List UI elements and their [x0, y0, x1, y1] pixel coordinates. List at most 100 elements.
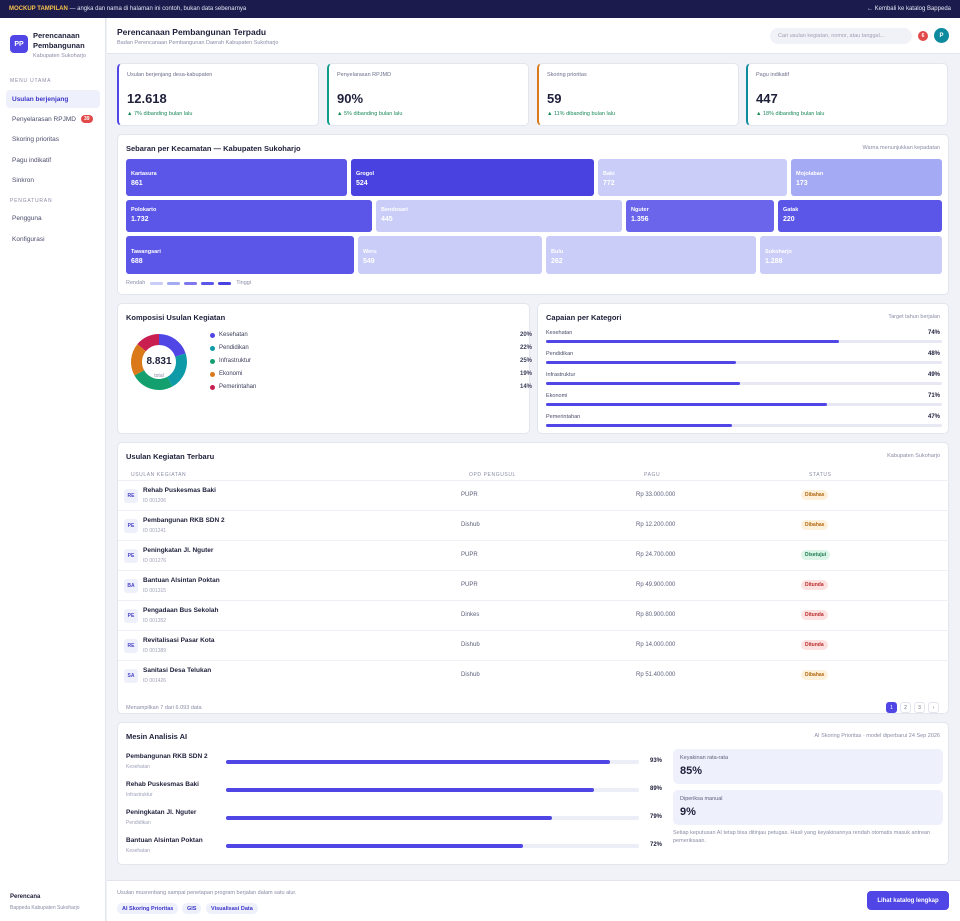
chip-visualisasi[interactable]: Visualisasi Data — [206, 903, 258, 914]
legend-label: Pendidikan — [219, 345, 249, 351]
district-map-title: Sebaran per Kecamatan — Kabupaten Sukoha… — [126, 144, 301, 153]
district-name: Sukoharjo — [765, 249, 792, 255]
notification-badge[interactable]: 6 — [918, 31, 928, 41]
legend-swatch — [184, 281, 198, 285]
kpi-delta: ▲ 11% dibanding bulan lalu — [547, 111, 616, 117]
sidebar-item-konfigurasi[interactable]: Konfigurasi — [6, 230, 100, 248]
district-tile-sukoharjo[interactable]: Sukoharjo 1.288 — [760, 236, 942, 274]
achievement-label: Pendidikan — [546, 351, 574, 357]
row-pagu: Rp 51.400.000 — [636, 672, 676, 678]
manual-review-box: Diperiksa manual 9% — [673, 790, 943, 825]
achievement-percent: 47% — [927, 414, 940, 420]
sidebar-item-skoring[interactable]: Skoring prioritas — [6, 130, 100, 148]
district-value: 1.356 — [631, 216, 649, 223]
district-tile-polokarto[interactable]: Polokarto 1.732 — [126, 200, 372, 232]
pagination-page-1[interactable]: 1 — [886, 702, 897, 713]
table-row[interactable]: PE Pengadaan Bus Sekolah ID 001352 Dinke… — [118, 600, 954, 630]
row-opd: PUPR — [461, 492, 478, 498]
district-tile-bulu[interactable]: Bulu 262 — [546, 236, 756, 274]
district-tile-baki[interactable]: Baki 772 — [598, 159, 787, 196]
banner-text: MOCKUP TAMPILAN — angka dan nama di hala… — [9, 6, 246, 12]
composition-donut: 8.831 total — [131, 334, 187, 390]
ai-score-percent: 93% — [650, 758, 663, 764]
district-tile-tawangsari[interactable]: Tawangsari 688 — [126, 236, 354, 274]
status-badge: Disetujui — [801, 550, 831, 560]
district-tile-weru[interactable]: Weru 549 — [358, 236, 542, 274]
banner-tag: MOCKUP TAMPILAN — [9, 6, 68, 12]
app-name: Perencanaan Pembangunan — [33, 31, 85, 50]
district-tile-bendosari[interactable]: Bendosari 445 — [376, 200, 622, 232]
ai-score-track — [226, 788, 639, 792]
manual-review-label: Diperiksa manual — [680, 796, 723, 802]
legend-high: Tinggi — [236, 280, 252, 286]
district-tile-grogol[interactable]: Grogol 524 — [351, 159, 594, 196]
district-name: Baki — [603, 171, 615, 177]
legend-percent: 19% — [519, 371, 532, 377]
pagination-page-2[interactable]: 2 — [900, 702, 911, 713]
kpi-label: Skoring prioritas — [547, 72, 587, 78]
achievement-label: Infrastruktur — [546, 372, 576, 378]
row-title: Revitalisasi Pasar Kota — [143, 637, 215, 644]
district-tile-nguter[interactable]: Nguter 1.356 — [626, 200, 774, 232]
sidebar-user-org: Bappeda Kabupaten Sukoharjo — [10, 905, 80, 911]
district-name: Grogol — [356, 171, 375, 177]
back-to-catalog-link[interactable]: ← Kembali ke katalog Bappeda — [866, 6, 951, 12]
catalog-button[interactable]: Lihat katalog lengkap — [867, 891, 949, 910]
manual-review-value: 9% — [680, 806, 696, 818]
donut-total-label: total — [154, 373, 163, 379]
table-row[interactable]: BA Bantuan Alsintan Poktan ID 001315 PUP… — [118, 570, 954, 600]
sidebar-item-label: Skoring prioritas — [12, 135, 59, 143]
sidebar-item-rpjmd[interactable]: Penyelarasan RPJMD 39 — [6, 110, 100, 128]
table-row[interactable]: SA Sanitasi Desa Telukan ID 001426 Dishu… — [118, 660, 954, 690]
district-tile-gatak[interactable]: Gatak 220 — [778, 200, 942, 232]
achievement-fill — [546, 403, 828, 406]
district-value: 220 — [783, 216, 795, 223]
district-name: Polokarto — [131, 207, 157, 213]
rpjmd-count-badge: 39 — [80, 115, 93, 123]
column-header-kegiatan: USULAN KEGIATAN — [131, 472, 187, 478]
row-id: ID 001206 — [143, 498, 167, 504]
row-opd: Dishub — [461, 672, 480, 678]
pagination-page-3[interactable]: 3 — [914, 702, 925, 713]
avatar[interactable]: P — [934, 28, 949, 43]
page-header: Perencanaan Pembangunan Terpadu Badan Pe… — [107, 18, 960, 54]
kpi-card-usulan: Usulan berjenjang desa-kabupaten 12.618 … — [117, 63, 319, 126]
table-row[interactable]: PE Pembangunan RKB SDN 2 ID 001241 Dishu… — [118, 510, 954, 540]
sidebar-item-pengguna[interactable]: Pengguna — [6, 209, 100, 227]
row-avatar: SA — [124, 669, 138, 683]
achievement-note: Target tahun berjalan — [888, 314, 940, 320]
legend-swatch — [218, 281, 232, 285]
sidebar-item-label: Pagu indikatif — [12, 156, 52, 164]
table-row[interactable]: PE Peningkatan Jl. Nguter ID 001276 PUPR… — [118, 540, 954, 570]
kpi-value: 59 — [547, 91, 562, 106]
sidebar-item-usulan[interactable]: Usulan berjenjang — [6, 90, 100, 108]
sidebar-item-pagu[interactable]: Pagu indikatif — [6, 151, 100, 169]
chip-ai-skoring[interactable]: AI Skoring Prioritas — [117, 903, 179, 914]
ai-analysis-card: Mesin Analisis AI AI Skoring Prioritas ·… — [117, 722, 949, 865]
row-id: ID 001276 — [143, 558, 167, 564]
search-input[interactable]: Cari usulan kegiatan, nomor, atau tangga… — [770, 28, 912, 44]
status-badge: Ditunda — [801, 610, 828, 620]
ai-title: Mesin Analisis AI — [126, 732, 188, 741]
row-id: ID 001389 — [143, 648, 167, 654]
sidebar-section-settings: PENGATURAN — [10, 198, 53, 204]
district-tile-mojolaban[interactable]: Mojolaban 173 — [791, 159, 942, 196]
district-name: Weru — [363, 249, 377, 255]
row-avatar: RE — [124, 489, 138, 503]
kpi-card-skoring: Skoring prioritas 59 ▲ 11% dibanding bul… — [537, 63, 739, 126]
row-avatar: PE — [124, 549, 138, 563]
row-title: Pengadaan Bus Sekolah — [143, 607, 219, 614]
kpi-delta: ▲ 5% dibanding bulan lalu — [337, 111, 403, 117]
achievement-track — [546, 340, 942, 343]
pagination-next-button[interactable]: › — [928, 702, 939, 713]
table-row[interactable]: RE Rehab Puskesmas Baki ID 001206 PUPR R… — [118, 480, 954, 510]
banner-message: — angka dan nama di halaman ini contoh, … — [67, 6, 247, 12]
chip-gis[interactable]: GIS — [182, 903, 202, 914]
avg-confidence-label: Keyakinan rata-rata — [680, 755, 728, 761]
table-pagination-info: Menampilkan 7 dari 6.093 data — [126, 705, 202, 711]
table-row[interactable]: RE Revitalisasi Pasar Kota ID 001389 Dis… — [118, 630, 954, 660]
district-tile-kartasura[interactable]: Kartasura 861 — [126, 159, 347, 196]
column-header-status: STATUS — [809, 472, 832, 478]
sidebar-item-sinkron[interactable]: Sinkron — [6, 171, 100, 189]
sidebar-item-label: Usulan berjenjang — [12, 95, 69, 103]
